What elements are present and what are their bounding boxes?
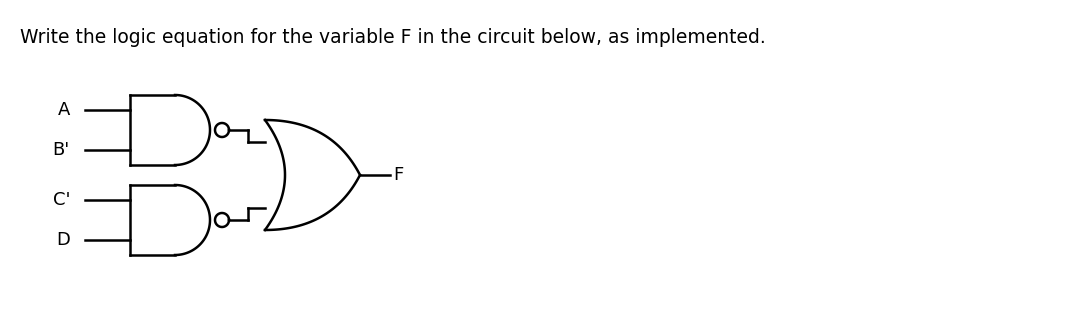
Polygon shape	[215, 123, 229, 137]
Text: F: F	[393, 166, 403, 184]
Polygon shape	[215, 213, 229, 227]
Text: D: D	[56, 231, 70, 249]
Text: A: A	[58, 101, 70, 119]
Text: C': C'	[53, 191, 70, 209]
Text: B': B'	[53, 141, 70, 159]
Text: Write the logic equation for the variable F in the circuit below, as implemented: Write the logic equation for the variabl…	[20, 28, 766, 47]
